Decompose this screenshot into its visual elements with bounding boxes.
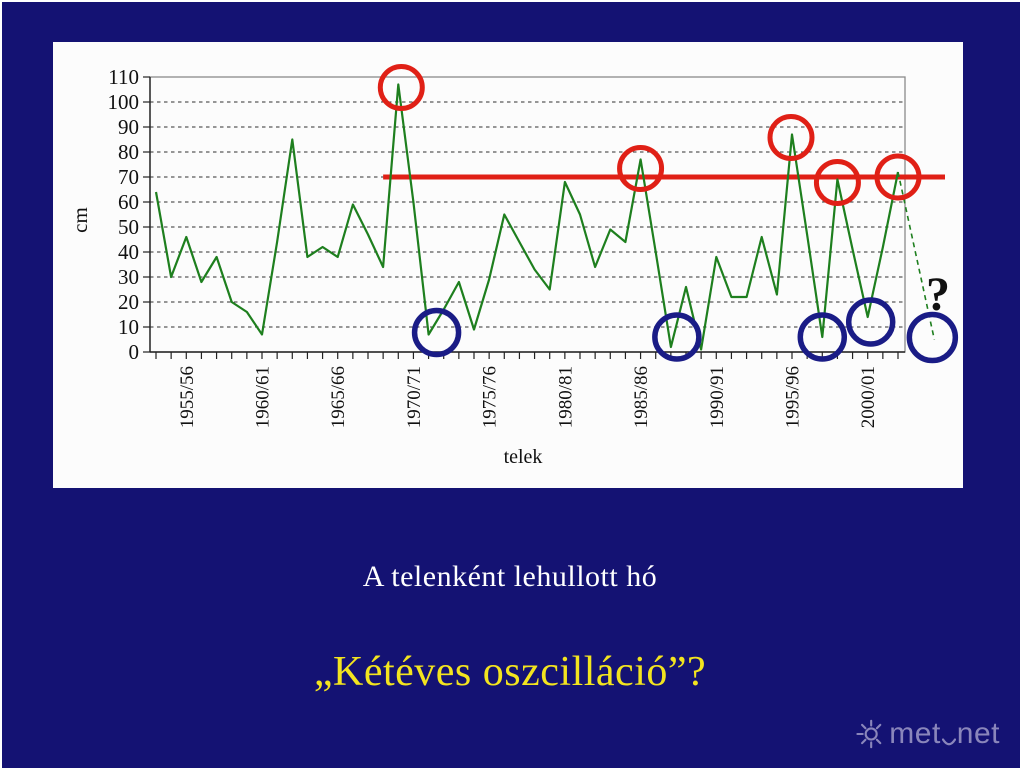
logo-undertie-icon	[941, 738, 956, 746]
x-axis-title: telek	[504, 446, 543, 468]
svg-text:1960/61: 1960/61	[252, 366, 273, 428]
red-peak-circle	[617, 145, 665, 192]
svg-text:50: 50	[118, 215, 139, 239]
svg-text:80: 80	[118, 140, 139, 164]
svg-text:90: 90	[118, 115, 139, 139]
svg-text:1980/81: 1980/81	[555, 366, 576, 428]
svg-text:1965/66: 1965/66	[328, 366, 349, 428]
blue-min-circle	[652, 312, 702, 362]
metnet-logo: met net	[850, 716, 1000, 752]
svg-text:110: 110	[108, 65, 139, 89]
svg-text:1970/71: 1970/71	[404, 366, 425, 428]
blue-forecast-circle	[906, 311, 959, 364]
red-peak-circle	[767, 114, 815, 161]
logo-text-net: net	[956, 717, 1000, 750]
logo-text-met: met	[889, 717, 941, 750]
red-peak-circle	[813, 159, 861, 206]
svg-text:1995/96: 1995/96	[782, 366, 803, 428]
sun-icon	[856, 719, 882, 749]
axes	[149, 77, 905, 353]
svg-text:10: 10	[118, 315, 139, 339]
question-mark: ?	[926, 268, 950, 321]
x-tick-labels: 1955/56 1960/61 1965/66 1970/71 1975/76 1980/…	[177, 366, 879, 428]
blue-min-circle	[411, 307, 462, 358]
svg-text:1985/86: 1985/86	[631, 366, 652, 428]
caption-oscillation-question: „Kétéves oszcilláció”?	[313, 649, 707, 695]
svg-text:30: 30	[118, 265, 139, 289]
blue-min-circle	[797, 312, 848, 362]
red-peak-circle	[377, 64, 425, 111]
red-peak-circle	[874, 153, 922, 201]
svg-text:1975/76: 1975/76	[480, 366, 501, 428]
snow-line	[154, 83, 900, 351]
svg-text:40: 40	[118, 240, 139, 264]
svg-text:1990/91: 1990/91	[707, 366, 728, 428]
caption-snow-title: A telenként lehullott hó	[362, 560, 658, 593]
svg-text:1955/56: 1955/56	[177, 366, 198, 428]
svg-text:20: 20	[118, 290, 139, 314]
svg-text:70: 70	[118, 165, 139, 189]
y-axis-title: cm	[68, 207, 92, 233]
blue-min-circle	[845, 297, 896, 347]
svg-text:0: 0	[129, 340, 140, 364]
chart-panel: 0 10 20 30 40 50 60 70 80 90 100 110 1955/56 1960/61 1…	[53, 42, 963, 488]
svg-text:100: 100	[108, 90, 140, 114]
svg-text:60: 60	[118, 190, 139, 214]
svg-text:2000/01: 2000/01	[858, 366, 879, 428]
forecast-dashed-line	[897, 171, 936, 340]
